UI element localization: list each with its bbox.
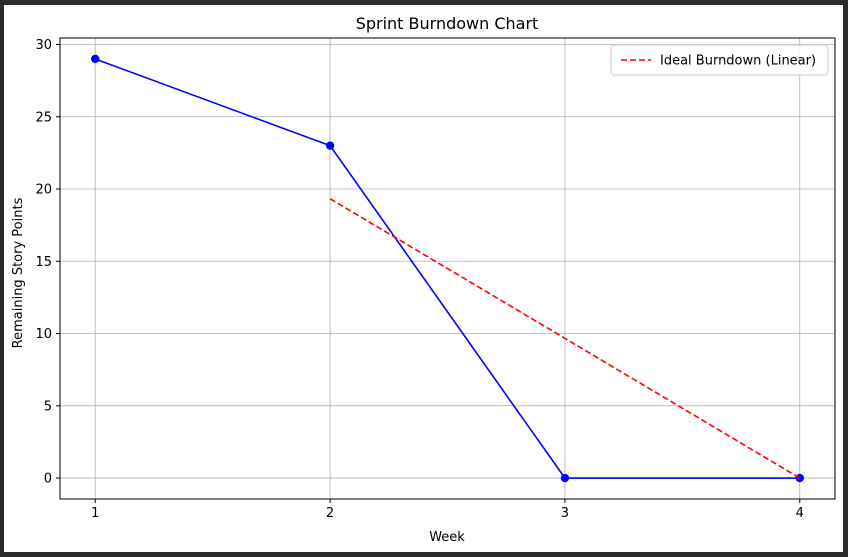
legend-box <box>610 44 829 76</box>
plot-border <box>59 37 836 500</box>
legend-label-1: Ideal Burndown (Linear) <box>660 54 816 69</box>
y-tick-label-25: 25 <box>35 110 52 125</box>
legend: Ideal Burndown (Linear) <box>610 44 829 76</box>
series-0-point-2 <box>560 473 570 483</box>
series-line-1 <box>329 198 801 479</box>
series-layer <box>91 54 804 483</box>
chart-title: Sprint Burndown Chart <box>356 14 539 33</box>
x-tick-label-1: 1 <box>91 506 99 521</box>
burndown-chart: Sprint Burndown Chart 1 2 3 4 0 5 10 15 20 25 30 W… <box>11 14 836 545</box>
tick-labels: 1 2 3 4 0 5 10 15 20 25 30 <box>35 38 803 521</box>
x-axis-label: Week <box>429 530 465 545</box>
x-tick-label-3: 3 <box>561 506 569 521</box>
y-tick-label-10: 10 <box>35 327 52 342</box>
y-tick-label-20: 20 <box>35 183 52 198</box>
y-tick-label-15: 15 <box>35 255 52 270</box>
x-tick-label-4: 4 <box>796 506 804 521</box>
axes <box>56 37 836 503</box>
y-tick-label-5: 5 <box>44 399 52 414</box>
series-0-point-1 <box>325 141 335 150</box>
y-axis-label: Remaining Story Points <box>11 197 26 348</box>
x-tick-label-2: 2 <box>326 506 334 521</box>
y-tick-label-30: 30 <box>35 38 52 53</box>
series-line-0 <box>94 58 800 479</box>
grid <box>60 38 835 499</box>
series-0-point-3 <box>795 473 804 483</box>
y-tick-label-0: 0 <box>44 472 52 487</box>
chart-frame: Sprint Burndown Chart 1 2 3 4 0 5 10 15 20 25 30 W… <box>4 5 843 552</box>
series-0-point-0 <box>91 54 100 64</box>
